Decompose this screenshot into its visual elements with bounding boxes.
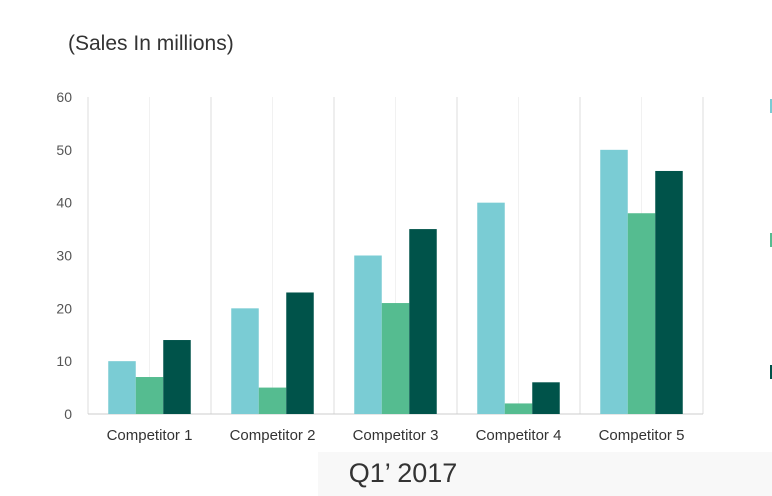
- x-tick-label: Competitor 3: [353, 427, 439, 444]
- bar: [231, 308, 259, 414]
- bar: [354, 255, 382, 414]
- legend-marker: [770, 365, 772, 379]
- x-axis: Competitor 1 Competitor 2 Competitor 3 Comp…: [107, 427, 685, 444]
- bar: [286, 292, 314, 414]
- x-tick-label: Competitor 2: [230, 427, 316, 444]
- bar: [381, 303, 410, 414]
- legend: [770, 99, 772, 379]
- bar: [504, 403, 533, 414]
- bar: [258, 387, 287, 414]
- x-tick-label: Competitor 5: [599, 427, 685, 444]
- bar: [135, 377, 164, 414]
- y-axis: 0 10 20 30 40 50 60: [56, 89, 72, 422]
- bar: [655, 170, 683, 414]
- chart-title: (Sales In millions): [68, 32, 234, 55]
- footer-panel: [318, 452, 772, 496]
- y-tick-label: 30: [56, 248, 72, 264]
- chart-subtitle: Q1’ 2017: [348, 458, 458, 488]
- bar: [532, 382, 560, 414]
- bar: [600, 149, 628, 415]
- legend-marker: [770, 233, 772, 247]
- y-tick-label: 0: [64, 406, 72, 422]
- y-tick-label: 20: [56, 300, 72, 316]
- bar: [108, 361, 136, 414]
- bar: [627, 213, 656, 414]
- x-tick-label: Competitor 1: [107, 427, 193, 444]
- bar: [163, 340, 191, 414]
- bar: [409, 229, 437, 414]
- y-tick-label: 50: [56, 142, 72, 158]
- y-tick-label: 60: [56, 89, 72, 105]
- bar: [477, 202, 505, 414]
- x-tick-label: Competitor 4: [476, 427, 562, 444]
- y-tick-label: 40: [56, 195, 72, 211]
- legend-marker: [770, 99, 772, 113]
- y-tick-label: 10: [56, 353, 72, 369]
- bars: [108, 149, 683, 415]
